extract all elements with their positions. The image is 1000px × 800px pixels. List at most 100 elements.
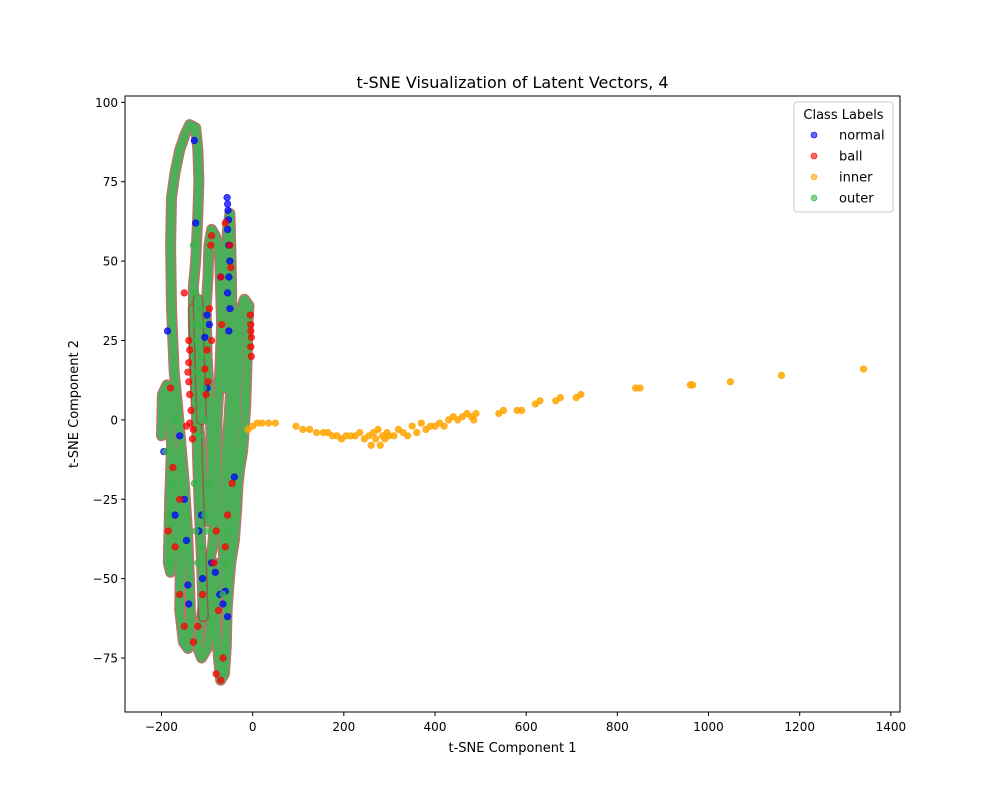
point-outer xyxy=(196,400,204,408)
point-normal xyxy=(226,257,234,265)
legend-label-outer: outer xyxy=(839,192,874,207)
point-outer xyxy=(167,559,175,567)
point-ball xyxy=(207,241,215,249)
point-ball xyxy=(228,479,236,488)
point-inner xyxy=(271,419,280,427)
data-points xyxy=(160,136,868,684)
point-ball xyxy=(210,559,218,567)
point-ball xyxy=(247,321,255,329)
point-ball xyxy=(208,232,216,240)
point-outer xyxy=(164,511,172,519)
point-ball xyxy=(247,327,255,335)
point-ball xyxy=(226,241,234,249)
point-normal xyxy=(224,225,232,233)
y-tick-label: 100 xyxy=(95,96,118,110)
point-normal xyxy=(223,194,231,202)
point-normal xyxy=(192,219,200,227)
point-inner xyxy=(726,378,735,386)
point-ball xyxy=(176,590,184,599)
point-outer xyxy=(169,479,177,488)
point-outer xyxy=(219,590,227,599)
point-ball xyxy=(205,305,213,313)
point-ball xyxy=(224,511,232,519)
legend-label-normal: normal xyxy=(839,129,885,144)
point-outer xyxy=(199,384,207,392)
point-ball xyxy=(217,676,225,684)
point-ball xyxy=(185,359,193,367)
legend-marker-ball xyxy=(810,152,818,160)
point-ball xyxy=(186,390,194,399)
point-ball xyxy=(189,638,197,646)
point-ball xyxy=(217,273,225,281)
x-axis: −200 0 200 400 600 800 1000 1200 1400 xyxy=(145,712,906,734)
point-normal xyxy=(190,136,198,145)
point-inner xyxy=(408,422,416,430)
point-normal xyxy=(176,432,184,440)
point-inner xyxy=(413,429,421,437)
point-inner xyxy=(356,429,364,437)
point-outer xyxy=(190,479,198,488)
point-inner xyxy=(440,422,448,430)
point-normal xyxy=(225,327,233,335)
point-ball xyxy=(189,425,197,434)
point-normal xyxy=(184,581,192,589)
chart-title: t-SNE Visualization of Latent Vectors, 4 xyxy=(356,73,668,92)
point-inner xyxy=(292,422,300,430)
plot-area xyxy=(124,95,901,713)
legend-box xyxy=(793,101,894,213)
point-normal xyxy=(198,574,207,583)
point-inner xyxy=(372,435,380,443)
legend-marker-inner xyxy=(810,173,818,181)
point-inner xyxy=(265,419,273,427)
y-tick-label: 75 xyxy=(103,175,118,189)
point-inner xyxy=(636,384,644,392)
point-outer xyxy=(195,432,203,440)
point-inner xyxy=(258,419,266,427)
point-normal xyxy=(224,206,232,214)
x-tick-label: 400 xyxy=(424,720,447,734)
point-inner xyxy=(312,429,321,437)
point-inner xyxy=(777,371,786,380)
x-tick-label: 1000 xyxy=(693,720,724,734)
y-tick-label: 50 xyxy=(103,255,118,269)
point-normal xyxy=(203,311,211,319)
point-normal xyxy=(230,473,238,481)
point-ball xyxy=(164,527,172,535)
point-outer xyxy=(192,527,200,535)
point-inner xyxy=(472,409,480,418)
point-ball xyxy=(221,219,229,227)
point-inner xyxy=(859,365,868,373)
point-normal xyxy=(225,273,233,281)
point-ball xyxy=(204,378,212,386)
point-inner xyxy=(306,425,314,434)
x-tick-label: 200 xyxy=(332,720,355,734)
point-inner xyxy=(470,416,478,424)
point-ball xyxy=(221,543,229,551)
point-inner xyxy=(367,441,375,449)
y-tick-label: −50 xyxy=(93,572,118,586)
point-inner xyxy=(376,441,384,449)
x-tick-label: 1200 xyxy=(784,720,815,734)
point-ball xyxy=(180,622,188,630)
legend-marker-normal xyxy=(810,131,818,139)
point-inner xyxy=(688,381,697,389)
point-inner xyxy=(577,390,585,399)
point-ball xyxy=(186,346,194,354)
point-ball xyxy=(246,311,254,319)
point-ball xyxy=(218,321,226,329)
point-outer xyxy=(198,321,207,329)
point-ball xyxy=(194,622,202,630)
point-outer xyxy=(189,241,197,249)
point-outer xyxy=(224,527,232,535)
point-ball xyxy=(247,352,255,361)
point-inner xyxy=(374,425,382,434)
point-outer xyxy=(205,479,213,488)
point-ball xyxy=(184,368,192,376)
point-ball xyxy=(187,406,195,415)
point-ball xyxy=(180,289,188,297)
loop-trajectories xyxy=(156,119,255,686)
point-ball xyxy=(198,590,207,599)
x-tick-label: 0 xyxy=(249,720,257,734)
point-ball xyxy=(167,384,175,392)
